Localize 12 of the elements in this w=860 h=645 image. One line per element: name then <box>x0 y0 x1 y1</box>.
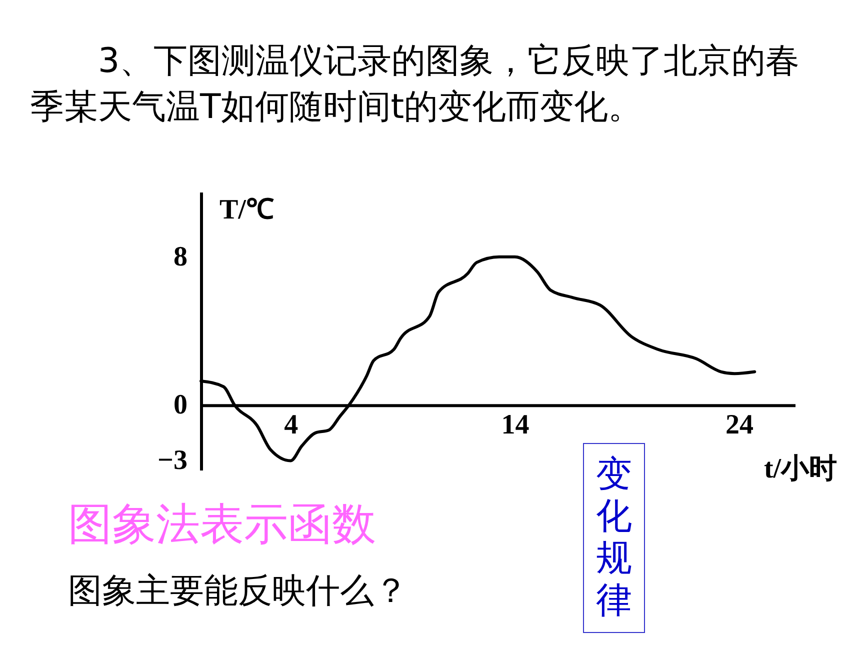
y-tick-label: 8 <box>174 241 188 272</box>
annotation: 变化规律 <box>583 443 645 633</box>
x-tick-label: 4 <box>284 410 298 441</box>
y-tick-label: −3 <box>158 445 188 476</box>
chart-title: 3、下图测温仪记录的图象，它反映了北京的春季某天气温T如何随时间t的变化而变化。 <box>30 40 801 129</box>
x-axis-title: t/小时 <box>764 454 838 485</box>
text: 图象法表示函数 <box>68 498 376 552</box>
y-axis-title: T/℃ <box>220 194 274 226</box>
x-tick-label: 14 <box>501 410 530 441</box>
text: 图象主要能反映什么？ <box>68 570 408 613</box>
y-tick-label: 0 <box>174 390 188 421</box>
x-tick-label: 24 <box>725 410 754 441</box>
